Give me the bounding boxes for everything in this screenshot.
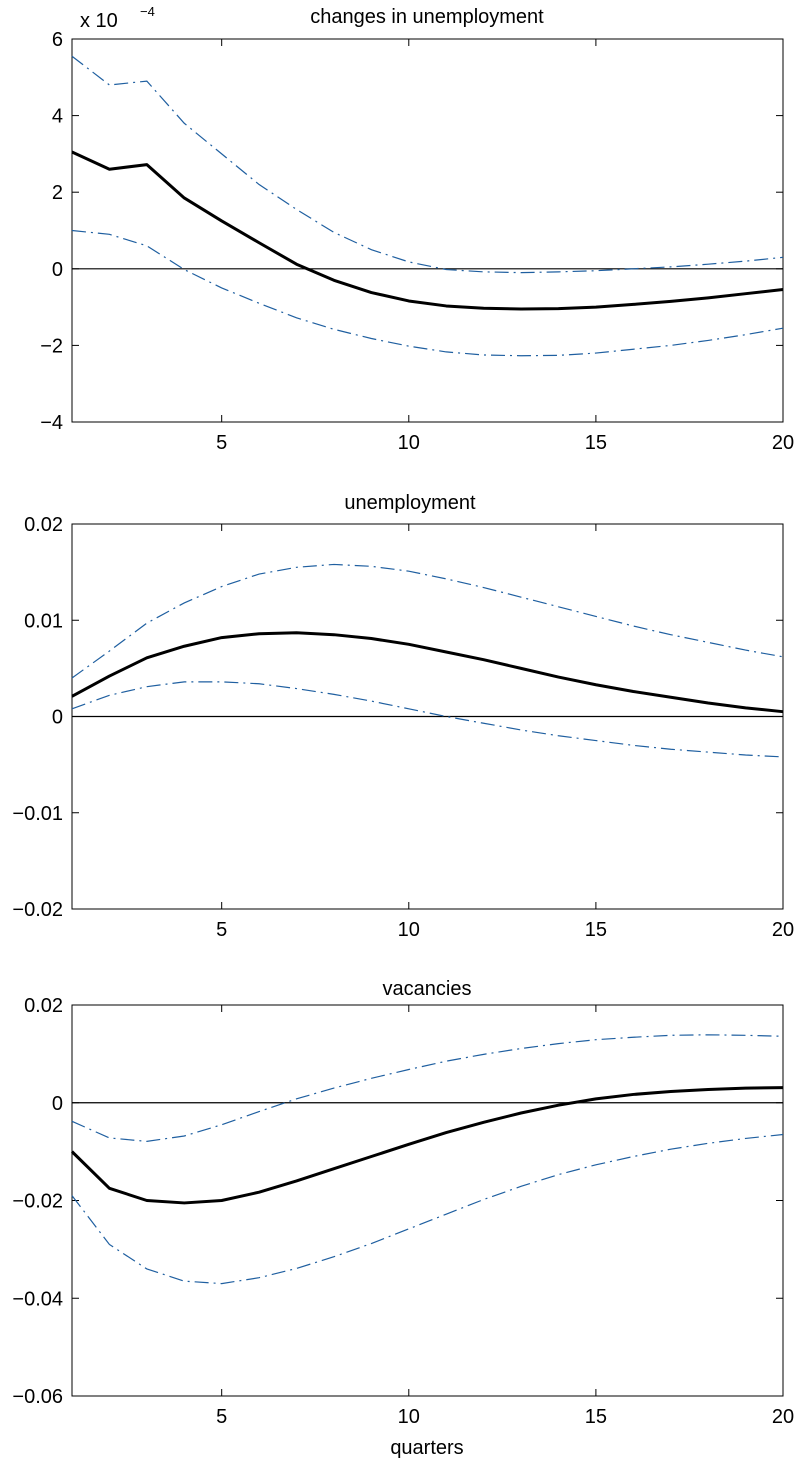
x-tick-label: 10	[398, 919, 420, 941]
series-layer	[70, 1034, 784, 1285]
series-layer	[71, 55, 784, 357]
axes-layer: 5 10 15 20 −0.06 −0.04 −0.02 0 0.02	[12, 995, 794, 1428]
confidence-band-lower-line	[71, 229, 784, 357]
y-tick-label: −0.02	[12, 1191, 63, 1213]
x-tick-label: 15	[585, 432, 607, 454]
x-tick-label: 20	[772, 432, 794, 454]
y-tick-label: 0	[52, 1093, 63, 1115]
irf-series-line	[70, 1086, 784, 1205]
y-tick-label: 4	[52, 106, 63, 128]
y-tick-label: 0.01	[24, 610, 63, 632]
y-tick-label: 0	[52, 707, 63, 729]
x-tick-label: 10	[398, 432, 420, 454]
y-tick-label: −0.06	[12, 1386, 63, 1408]
y-tick-label: −2	[40, 335, 63, 357]
y-tick-label: 0.02	[24, 995, 63, 1017]
axes-layer: 5 10 15 20 −4 −2 0 2 4 6	[40, 29, 794, 454]
y-tick-label: 6	[52, 29, 63, 51]
y-multiplier-exponent: −4	[140, 4, 155, 19]
y-tick-label: 2	[52, 182, 63, 204]
panel-title: changes in unemployment	[310, 6, 544, 28]
plot-frame	[71, 1004, 784, 1397]
x-tick-label: 5	[216, 1406, 227, 1428]
panel-vacancies: vacancies quarters 5 10 15 20 −0.06 −0.04 −0.0…	[12, 978, 794, 1459]
x-tick-label: 10	[398, 1406, 420, 1428]
x-tick-label: 20	[772, 919, 794, 941]
x-tick-label: 15	[585, 919, 607, 941]
confidence-band-upper-line	[71, 563, 784, 679]
x-tick-label: 5	[216, 919, 227, 941]
y-tick-label: −0.04	[12, 1288, 63, 1310]
confidence-band-lower-line	[71, 681, 784, 758]
y-tick-label: −4	[40, 412, 63, 434]
x-axis-label: quarters	[390, 1437, 463, 1459]
y-multiplier: x 10	[80, 10, 118, 32]
x-tick-label: 15	[585, 1406, 607, 1428]
irf-series-line	[71, 631, 784, 714]
y-tick-label: 0.02	[24, 514, 63, 536]
panel-title: unemployment	[344, 492, 476, 514]
irf-series-line	[71, 150, 784, 311]
confidence-band-upper-line	[71, 1034, 784, 1142]
confidence-band-lower-line	[71, 1133, 784, 1285]
y-tick-label: 0	[52, 259, 63, 281]
y-tick-label: −0.01	[12, 803, 63, 825]
series-layer	[71, 563, 784, 758]
panel-changes-in-unemployment: changes in unemployment x 10 −4 5 10 15 20−…	[40, 4, 794, 454]
y-tick-label: −0.02	[12, 899, 63, 921]
plot-frame	[71, 38, 784, 423]
confidence-band-upper-line	[71, 55, 784, 274]
x-tick-label: 5	[216, 432, 227, 454]
axes-layer: 5 10 15 20 −0.02 −0.01 0 0.01 0.02	[12, 514, 794, 941]
panel-unemployment: unemployment 5 10 15 20 −0.02 −0.01 0 0.01 0.02	[12, 492, 794, 941]
x-tick-label: 20	[772, 1406, 794, 1428]
panel-title: vacancies	[383, 978, 472, 1000]
